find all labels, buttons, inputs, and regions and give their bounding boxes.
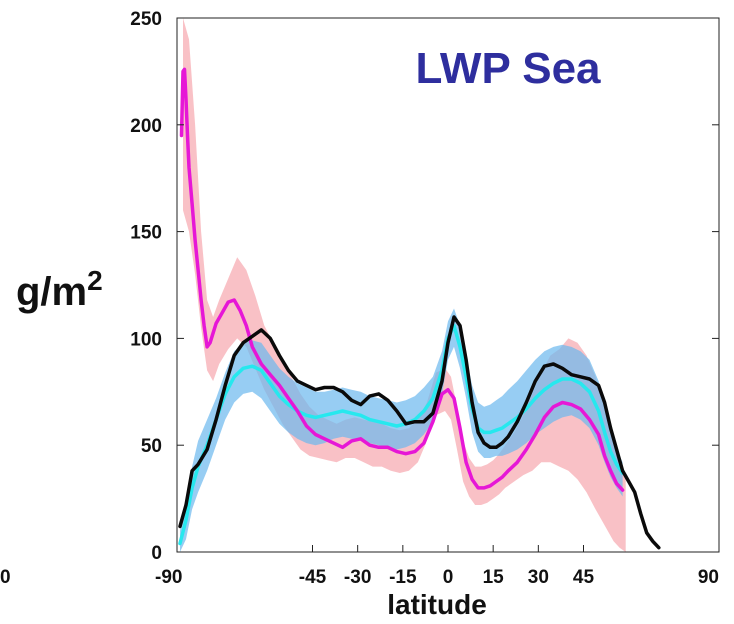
y-tick-label: 250 <box>130 9 162 30</box>
uncertainty-band-2 <box>180 308 623 552</box>
y-tick-label: 100 <box>130 329 162 350</box>
x-tick-label: 45 <box>573 567 595 588</box>
y-axis-title: g/m2 <box>16 265 103 314</box>
x-tick-label: -90 <box>155 567 182 588</box>
x-axis: -90 -45 -30 -15 0 15 30 45 90 <box>155 545 720 588</box>
y-tick-label: 150 <box>130 223 162 244</box>
y-axis-unit-exponent: 2 <box>87 265 103 296</box>
series-lines <box>178 67 661 550</box>
x-tick-label: 15 <box>483 567 505 588</box>
chart-title: LWP Sea <box>415 44 601 93</box>
x-tick-label: -30 <box>344 567 371 588</box>
y-tick-label: 0 <box>151 543 162 564</box>
x-axis-title: latitude <box>387 589 487 620</box>
x-tick-label: 90 <box>698 567 719 588</box>
series-line-2 <box>179 67 625 492</box>
series-line-1 <box>178 315 661 550</box>
x-tick-label: 30 <box>528 567 549 588</box>
left-edge-tick-label: 0 <box>0 567 11 588</box>
y-tick-label: 50 <box>141 436 162 457</box>
x-tick-label: 0 <box>443 567 454 588</box>
y-tick-label: 200 <box>130 116 162 137</box>
series-line-3 <box>178 323 625 546</box>
y-axis-unit: g/m <box>16 270 87 314</box>
x-tick-label: -15 <box>389 567 417 588</box>
x-tick-label: -45 <box>299 567 327 588</box>
uncertainty-bands <box>180 18 626 552</box>
y-axis: 0 50 100 150 200 250 <box>130 9 719 564</box>
